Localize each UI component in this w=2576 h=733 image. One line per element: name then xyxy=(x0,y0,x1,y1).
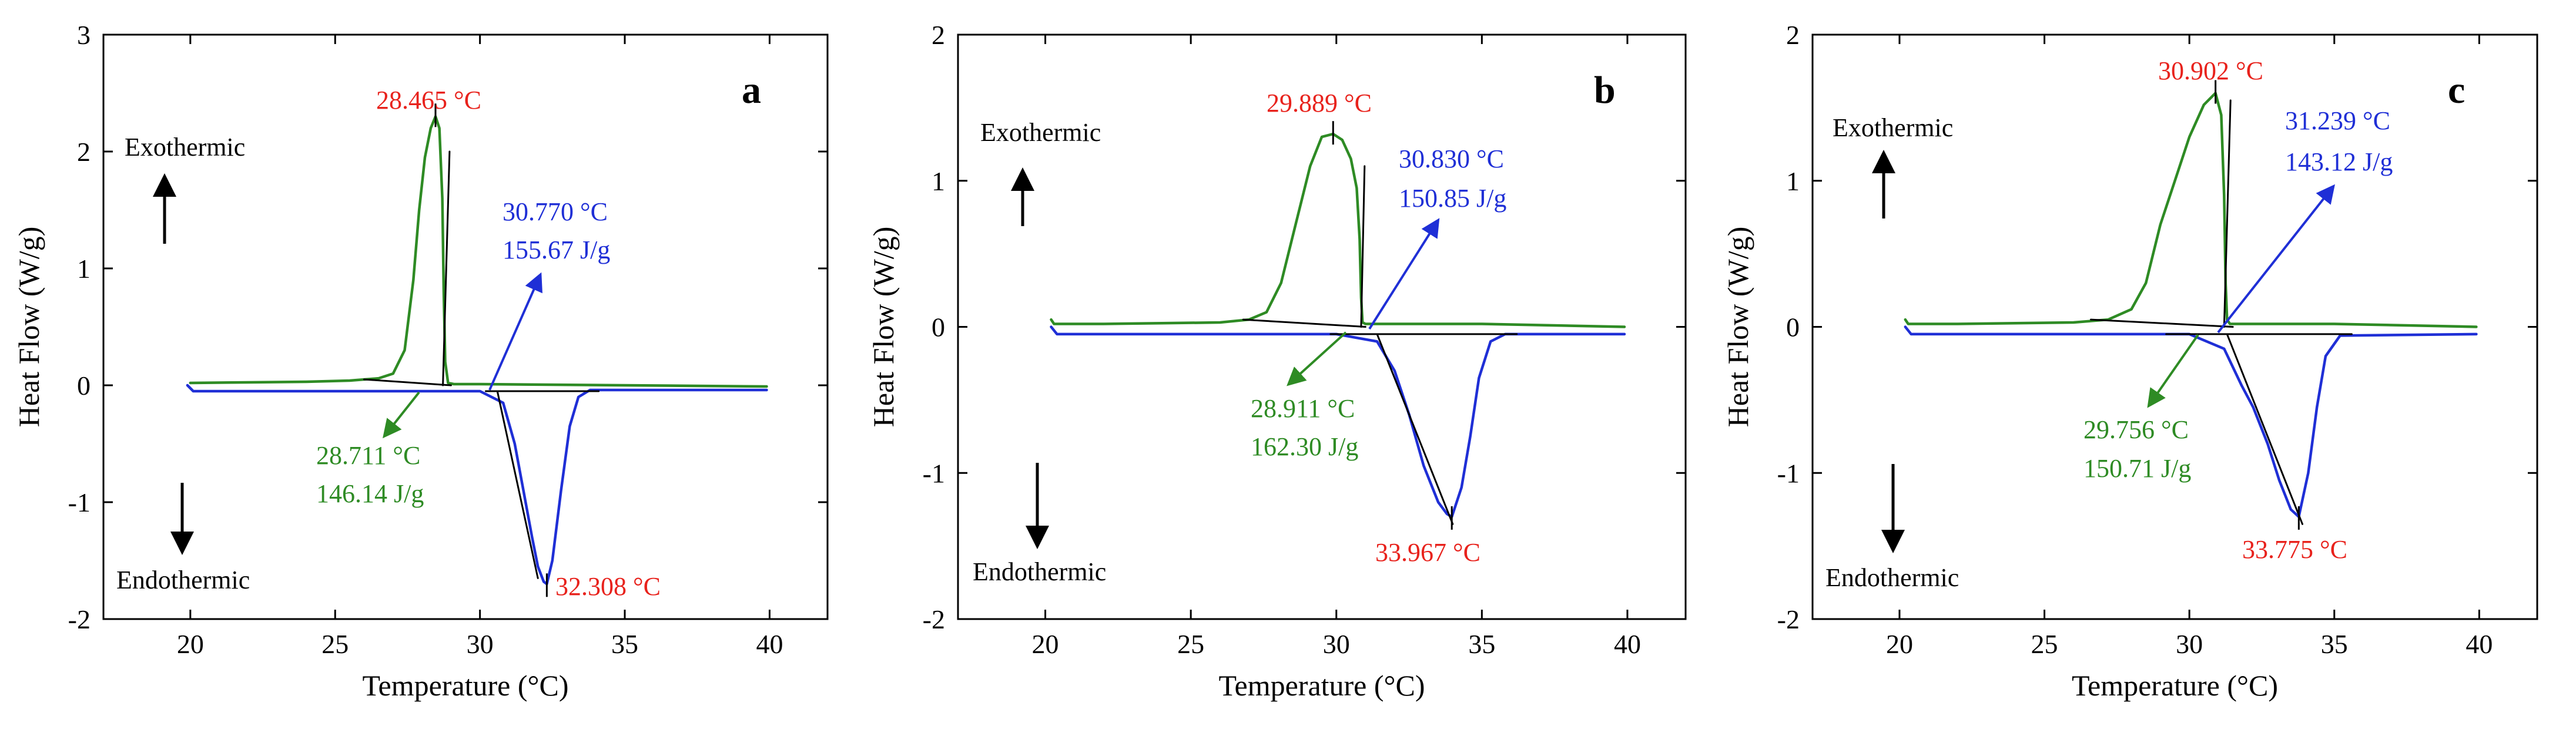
endothermic-label: Endothermic xyxy=(116,566,250,594)
annotation-label: 155.67 J/g xyxy=(503,236,610,264)
x-tick-label: 40 xyxy=(756,629,783,659)
x-tick-label: 20 xyxy=(1886,629,1913,659)
x-tick-label: 35 xyxy=(2321,629,2348,659)
y-tick-label: -1 xyxy=(1777,458,1800,488)
panel-letter: c xyxy=(2448,69,2465,112)
annotation-label: 33.967 °C xyxy=(1375,538,1480,567)
endothermic-label: Endothermic xyxy=(973,557,1106,586)
annotation-label: 150.85 J/g xyxy=(1399,184,1506,213)
series-cooling xyxy=(1050,132,1626,328)
panel-letter: b xyxy=(1594,69,1616,112)
y-axis-title: Heat Flow (W/g) xyxy=(867,227,900,428)
x-tick-label: 20 xyxy=(177,629,204,659)
y-tick-label: 0 xyxy=(77,371,91,401)
annotation-label: 32.308 °C xyxy=(555,572,661,601)
y-tick-label: -1 xyxy=(923,458,945,488)
annotation-arrow xyxy=(2217,184,2335,334)
x-tick-label: 35 xyxy=(611,629,638,659)
series-cooling-onset-tangent xyxy=(1360,165,1366,328)
x-axis-title: Temperature (°C) xyxy=(2072,669,2278,702)
series-cooling-baseline xyxy=(2090,318,2234,328)
x-tick-label: 35 xyxy=(1468,629,1495,659)
y-axis-title: Heat Flow (W/g) xyxy=(12,227,45,428)
x-tick-label: 30 xyxy=(467,629,494,659)
y-tick-label: 3 xyxy=(77,20,91,50)
series-cooling-onset-tangent xyxy=(442,150,451,386)
exothermic-label: Exothermic xyxy=(125,133,245,162)
x-tick-label: 20 xyxy=(1032,629,1059,659)
y-tick-label: -2 xyxy=(68,604,91,634)
series-heating xyxy=(186,384,768,586)
y-tick-label: -1 xyxy=(68,487,91,517)
x-tick-label: 25 xyxy=(2031,629,2058,659)
annotation-arrow xyxy=(1287,331,1347,386)
annotation-arrow xyxy=(383,391,420,439)
y-tick-label: 1 xyxy=(1786,166,1800,196)
y-tick-label: 0 xyxy=(1786,312,1800,342)
annotation-label: 30.770 °C xyxy=(503,197,608,226)
series-cooling-onset-tangent xyxy=(2223,99,2232,328)
series-cooling xyxy=(189,115,768,388)
y-tick-label: 0 xyxy=(932,312,945,342)
chart-panel-a: 20 25 30 35 40 -2 -1 0 1 2 3 Temperature (°C) Heat F… xyxy=(12,20,829,702)
series-heating xyxy=(1050,325,1626,519)
series-group xyxy=(186,115,768,586)
annotation-label: 143.12 J/g xyxy=(2285,147,2393,176)
y-tick-label: 1 xyxy=(932,166,945,196)
annotation-arrow xyxy=(488,272,542,391)
y-tick-label: 2 xyxy=(77,137,91,167)
series-heating-onset-tangent xyxy=(1376,333,1454,525)
chart-panel-c: 20 25 30 35 40 -2 -1 0 1 2 Temperature (°C) Heat Fl… xyxy=(1721,20,2538,702)
annotation-label: 28.711 °C xyxy=(316,441,420,470)
x-axis-title: Temperature (°C) xyxy=(1218,669,1425,702)
series-heating-onset-tangent xyxy=(2226,333,2303,525)
y-tick-label: -2 xyxy=(1777,604,1800,634)
chart-panel-b: 20 25 30 35 40 -2 -1 0 1 2 Temperature (°C) Heat Fl… xyxy=(867,20,1687,702)
x-tick-label: 40 xyxy=(2466,629,2493,659)
exothermic-label: Exothermic xyxy=(1833,113,1953,142)
y-tick-label: 1 xyxy=(77,254,91,284)
y-axis-title: Heat Flow (W/g) xyxy=(1721,227,1754,428)
annotation-label: 28.465 °C xyxy=(376,86,481,115)
annotation-label: 30.830 °C xyxy=(1399,144,1504,173)
annotation-label: 28.911 °C xyxy=(1251,394,1355,423)
endothermic-label: Endothermic xyxy=(1825,563,1959,592)
exothermic-label: Exothermic xyxy=(980,118,1101,147)
annotation-label: 146.14 J/g xyxy=(316,479,424,508)
series-heating xyxy=(1904,325,2478,519)
y-tick-label: -2 xyxy=(923,604,945,634)
annotation-label: 29.889 °C xyxy=(1267,89,1372,117)
series-heating-onset-tangent xyxy=(496,390,539,579)
y-tick-label: 2 xyxy=(932,20,945,50)
x-axis-title: Temperature (°C) xyxy=(362,669,568,702)
annotation-arrow xyxy=(2147,334,2199,408)
annotation-arrow xyxy=(1368,218,1440,330)
x-tick-label: 30 xyxy=(1323,629,1350,659)
plot-frame xyxy=(102,33,829,620)
series-cooling-baseline xyxy=(363,378,452,386)
y-tick-label: 2 xyxy=(1786,20,1800,50)
annotation-label: 31.239 °C xyxy=(2285,106,2390,135)
panel-letter: a xyxy=(742,69,761,112)
annotation-label: 162.30 J/g xyxy=(1251,432,1358,461)
series-cooling-baseline xyxy=(1242,318,1366,328)
x-tick-label: 30 xyxy=(2176,629,2203,659)
annotation-label: 30.902 °C xyxy=(2158,56,2263,85)
x-tick-label: 25 xyxy=(1177,629,1204,659)
series-cooling xyxy=(1904,92,2478,328)
x-tick-label: 25 xyxy=(321,629,349,659)
series-group xyxy=(1050,132,1626,525)
annotation-label: 150.71 J/g xyxy=(2083,454,2191,483)
annotation-label: 29.756 °C xyxy=(2083,415,2189,444)
x-tick-label: 40 xyxy=(1614,629,1641,659)
annotation-label: 33.775 °C xyxy=(2242,535,2347,564)
series-group xyxy=(1904,92,2478,525)
